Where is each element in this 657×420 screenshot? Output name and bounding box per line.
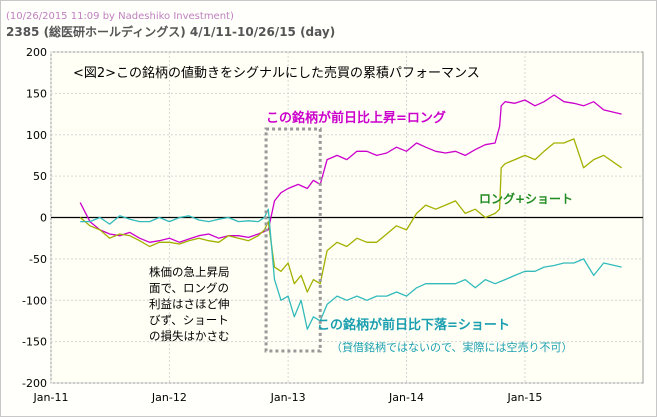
y-tick-label: -200 — [22, 377, 47, 390]
x-tick-label: Jan-14 — [388, 391, 424, 404]
series-line-longshort — [79, 138, 622, 293]
label-short: この銘柄が前日比下落=ショート — [317, 317, 510, 333]
label-short-note: （貸借銘柄ではないので、実際には空売り不可） — [331, 340, 573, 354]
x-tick-label: Jan-15 — [506, 391, 542, 404]
series-line-long — [79, 94, 622, 243]
y-tick-label: -150 — [22, 336, 47, 349]
y-tick-label: 100 — [26, 129, 47, 142]
x-axis-ticks: Jan-11 Jan-12 Jan-13 Jan-14 Jan-15 — [33, 391, 543, 404]
y-tick-label: -50 — [29, 253, 47, 266]
y-tick-label: 200 — [26, 46, 47, 59]
y-tick-label: 0 — [40, 212, 47, 225]
box-note: 株価の急上昇局 面で、ロングの 利益はさほど伸 びず、ショート の損失はかさむ — [149, 265, 230, 343]
x-tick-label: Jan-11 — [33, 391, 69, 404]
y-axis-ticks: -200 -150 -100 -50 0 50 100 150 200 — [22, 46, 47, 390]
box-note-line-2: 面で、ロングの — [149, 281, 229, 295]
label-long: この銘柄が前日比上昇=ロング — [266, 110, 446, 126]
x-tick-label: Jan-13 — [270, 391, 306, 404]
box-note-line-1: 株価の急上昇局 — [149, 265, 230, 279]
y-tick-label: -100 — [22, 294, 47, 307]
box-note-line-3: 利益はさほど伸 — [149, 297, 230, 311]
label-longshort: ロング+ショート — [479, 191, 573, 206]
chart-header-title: 2385 (総医研ホールディングス) 4/1/11-10/26/15 (day) — [6, 24, 335, 39]
box-note-line-4: びず、ショート — [149, 313, 229, 327]
x-tick-label: Jan-12 — [151, 391, 187, 404]
box-note-line-5: の損失はかさむ — [149, 329, 230, 343]
chart-credit: (10/26/2015 11:09 by Nadeshiko Investmen… — [6, 11, 234, 22]
y-tick-label: 50 — [33, 170, 47, 183]
y-tick-label: 150 — [26, 87, 47, 100]
chart-title: <図2>この銘柄の値動きをシグナルにした売買の累積パフォーマンス — [73, 65, 480, 81]
series-lines — [79, 94, 622, 330]
series-line-short — [80, 208, 622, 330]
